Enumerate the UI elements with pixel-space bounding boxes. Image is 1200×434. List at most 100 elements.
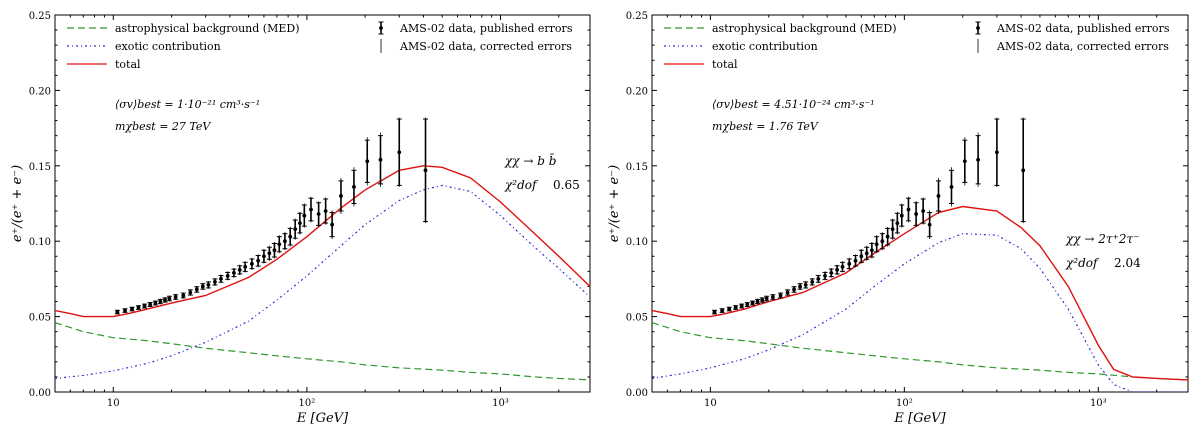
data-point	[733, 305, 738, 310]
y-tick-label: 0.05	[626, 313, 648, 324]
data-point	[739, 304, 744, 308]
data-point	[899, 213, 904, 218]
data-point	[225, 273, 230, 278]
legend-marker-point	[379, 26, 383, 30]
data-point	[835, 267, 839, 272]
legend-label: astrophysical background (MED)	[115, 22, 300, 35]
x-tick-label: 10²	[299, 398, 316, 409]
data-point	[136, 305, 141, 310]
legend-label: AMS-02 data, corrected errors	[996, 40, 1169, 53]
data-point	[976, 157, 980, 162]
y-tick-label: 0.10	[626, 237, 648, 248]
x-axis-label: E [GeV]	[893, 411, 946, 426]
data-point	[256, 258, 261, 263]
data-point	[194, 287, 199, 292]
y-tick-label: 0.05	[29, 313, 51, 324]
data-point	[283, 239, 287, 244]
data-point	[949, 185, 954, 189]
data-point	[323, 209, 328, 213]
data-point	[727, 307, 732, 311]
data-point	[163, 298, 167, 302]
data-point	[994, 150, 999, 155]
data-point	[148, 302, 153, 307]
data-point	[712, 310, 717, 314]
data-point	[378, 157, 383, 162]
data-point	[936, 194, 941, 198]
data-point	[352, 185, 356, 189]
y-axis-label: e⁺/(e⁺ + e⁻)	[607, 165, 622, 242]
series-line-total	[55, 165, 590, 318]
data-point	[785, 290, 790, 295]
data-point	[206, 283, 211, 287]
annotation-chi2-label: χ²dof	[1065, 256, 1100, 270]
y-tick-label: 0.25	[29, 11, 51, 22]
data-point	[792, 287, 796, 292]
annotation-chi2-value: 2.04	[1114, 256, 1141, 270]
data-point	[262, 254, 266, 259]
data-point	[267, 251, 272, 256]
legend-label: AMS-02 data, published errors	[399, 22, 573, 35]
y-axis-label: e⁺/(e⁺ + e⁻)	[10, 165, 25, 242]
annotation-chi2-value: 0.65	[553, 178, 580, 192]
data-point	[755, 299, 760, 304]
data-point	[153, 301, 158, 305]
annotation-channel: χχ → 2τ⁺2τ⁻	[1065, 232, 1139, 246]
data-point	[167, 296, 172, 301]
data-point	[921, 209, 926, 213]
series-line-background	[55, 322, 590, 381]
data-point	[293, 227, 298, 232]
data-point	[816, 277, 821, 281]
data-point	[869, 248, 874, 253]
data-point	[213, 280, 217, 284]
legend-label: astrophysical background (MED)	[712, 22, 897, 35]
data-point	[745, 302, 750, 307]
data-point	[1021, 168, 1026, 173]
data-point	[880, 239, 885, 244]
data-point	[173, 295, 178, 299]
data-point	[181, 293, 186, 298]
data-point	[803, 283, 808, 287]
annotation-mass: mχbest = 1.76 TeV	[712, 120, 819, 133]
series-line-exotic	[55, 184, 590, 380]
annotation-cross-section: ⟨σv⟩best = 4.51·10⁻²⁴ cm³·s⁻¹	[712, 98, 875, 111]
data-point	[750, 301, 755, 305]
data-point	[895, 221, 900, 226]
data-point	[770, 295, 775, 299]
legend-label: exotic contribution	[712, 40, 818, 53]
data-point	[277, 242, 282, 247]
series-line-exotic	[652, 233, 1188, 392]
series-line-background	[652, 322, 1188, 381]
y-tick-label: 0.25	[626, 11, 648, 22]
annotation-cross-section: ⟨σv⟩best = 1·10⁻²¹ cm³·s⁻¹	[115, 98, 260, 111]
data-point	[232, 270, 236, 275]
data-point	[188, 290, 193, 295]
data-point	[243, 264, 248, 269]
data-point	[130, 307, 134, 311]
data-point	[316, 212, 321, 216]
data-point	[874, 242, 879, 247]
data-point	[760, 298, 765, 302]
data-point	[927, 222, 932, 227]
data-point	[288, 234, 293, 239]
x-tick-label: 10³	[1090, 398, 1107, 409]
data-point	[720, 308, 725, 313]
data-point	[798, 284, 802, 289]
x-tick-label: 10	[704, 398, 717, 409]
data-point	[297, 221, 302, 226]
plot-area	[652, 117, 1188, 392]
data-point	[339, 194, 343, 198]
data-point	[823, 273, 827, 278]
data-point	[810, 280, 815, 284]
legend-label: exotic contribution	[115, 40, 221, 53]
data-point	[302, 213, 307, 218]
legend-label: AMS-02 data, corrected errors	[399, 40, 572, 53]
legend-label: AMS-02 data, published errors	[996, 22, 1170, 35]
data-point	[962, 159, 967, 164]
plot-frame	[651, 14, 1189, 393]
chart-panel-1: 0.00 0.05 0.10 0.15 0.20 0.25 10 10² 10³ E [GeV] e…	[10, 11, 591, 426]
data-point	[219, 277, 223, 281]
series-line-total	[652, 205, 1188, 381]
data-point	[864, 251, 869, 256]
data-point	[859, 254, 864, 259]
